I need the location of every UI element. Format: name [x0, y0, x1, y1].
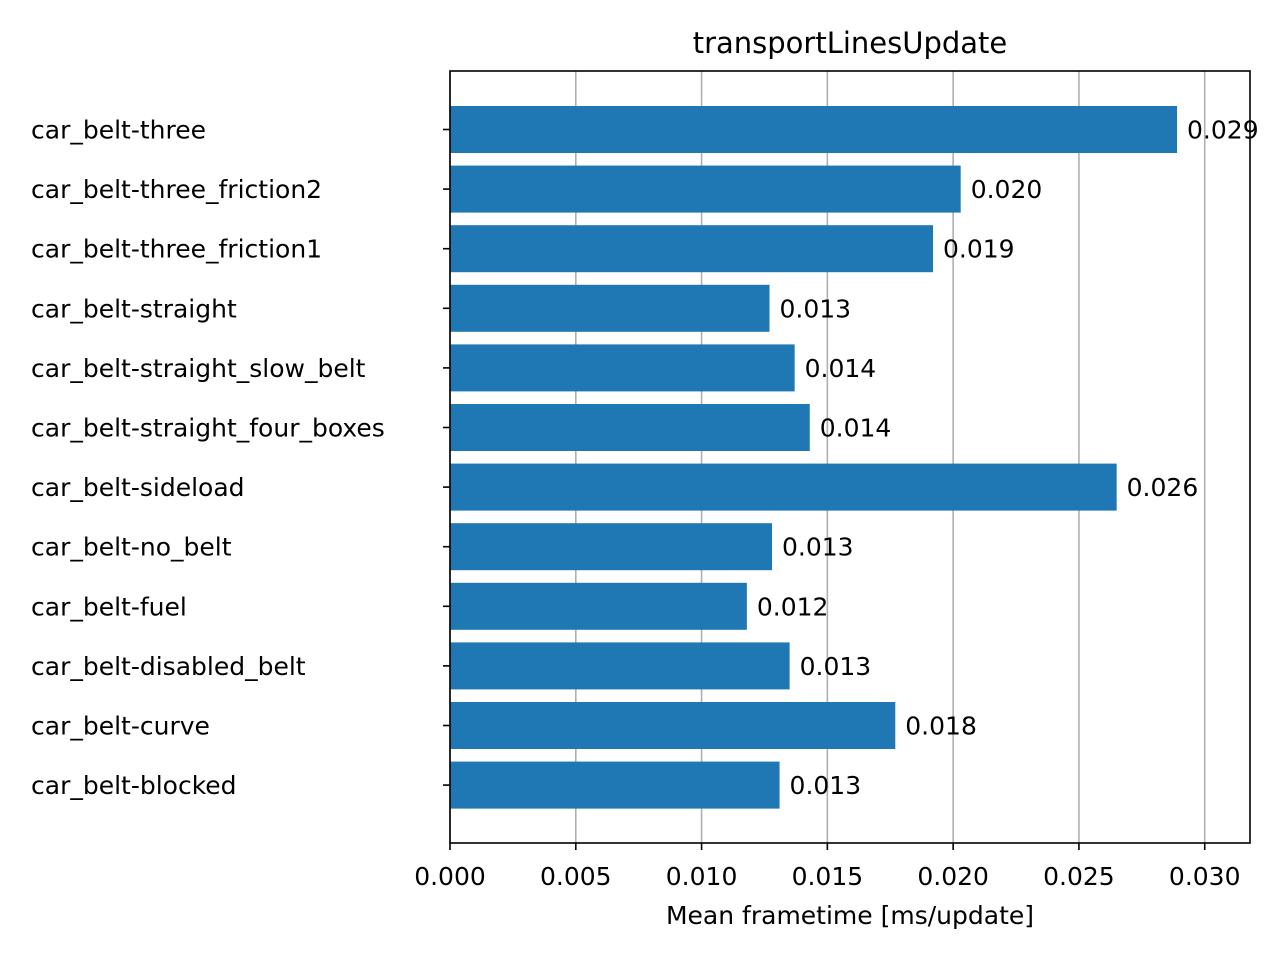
x-tick-label: 0.005	[540, 862, 612, 891]
x-axis-title: Mean frametime [ms/update]	[666, 901, 1034, 930]
plot-frame	[449, 70, 1251, 844]
bar-value-label: 0.013	[782, 533, 854, 562]
y-tick-label: car_belt-three	[31, 116, 206, 145]
bar	[450, 225, 934, 273]
y-tick-label: car_belt-straight_four_boxes	[31, 414, 385, 443]
bar	[450, 165, 961, 213]
bar	[450, 463, 1117, 511]
x-tick-label: 0.030	[1169, 862, 1241, 891]
x-tick-label: 0.025	[1043, 862, 1115, 891]
y-ticks: car_belt-three car_belt-three_friction2ca…	[31, 116, 450, 800]
bar-value-label: 0.013	[800, 652, 872, 681]
x-tick-label: 0.015	[792, 862, 864, 891]
y-tick-label: car_belt-straight_slow_belt	[31, 354, 366, 383]
x-tick-label: 0.020	[917, 862, 989, 891]
bar	[450, 761, 780, 809]
bar-value-label: 0.012	[757, 592, 829, 621]
x-ticks: 0.000 0.005 0.010 0.015 0.020 0.025 0.030	[414, 843, 1241, 891]
bar-value-label: 0.013	[779, 294, 851, 323]
y-tick-label: car_belt-three_friction2	[31, 175, 322, 204]
bars	[450, 106, 1178, 809]
bar-value-label: 0.013	[790, 771, 862, 800]
bar-value-label: 0.018	[905, 712, 977, 741]
y-tick-label: car_belt-no_belt	[31, 533, 232, 562]
data-labels: 0.029 0.020 0.019 0.013 0.014 0.014 0.026 0.013…	[757, 116, 1259, 801]
bar	[450, 582, 747, 630]
bar	[450, 702, 896, 749]
bar-value-label: 0.019	[943, 235, 1015, 264]
y-tick-label: car_belt-sideload	[31, 473, 245, 502]
bar	[450, 404, 810, 451]
y-tick-label: car_belt-straight	[31, 294, 237, 323]
bar	[450, 344, 795, 392]
bar	[450, 523, 773, 571]
bar	[450, 642, 790, 690]
y-tick-label: car_belt-blocked	[31, 771, 237, 800]
bar-value-label: 0.026	[1127, 473, 1199, 502]
bar	[450, 284, 770, 332]
bar-value-label: 0.029	[1187, 116, 1259, 145]
bar-value-label: 0.014	[805, 354, 877, 383]
bar	[450, 106, 1178, 153]
chart-title: transportLinesUpdate	[693, 26, 1008, 60]
bar-value-label: 0.014	[820, 414, 892, 443]
bar-value-label: 0.020	[971, 175, 1043, 204]
x-tick-label: 0.000	[414, 862, 486, 891]
y-tick-label: car_belt-fuel	[31, 592, 187, 621]
y-tick-label: car_belt-curve	[31, 712, 210, 741]
y-tick-label: car_belt-disabled_belt	[31, 652, 306, 681]
x-tick-label: 0.010	[666, 862, 738, 891]
y-tick-label: car_belt-three_friction1	[31, 235, 322, 264]
